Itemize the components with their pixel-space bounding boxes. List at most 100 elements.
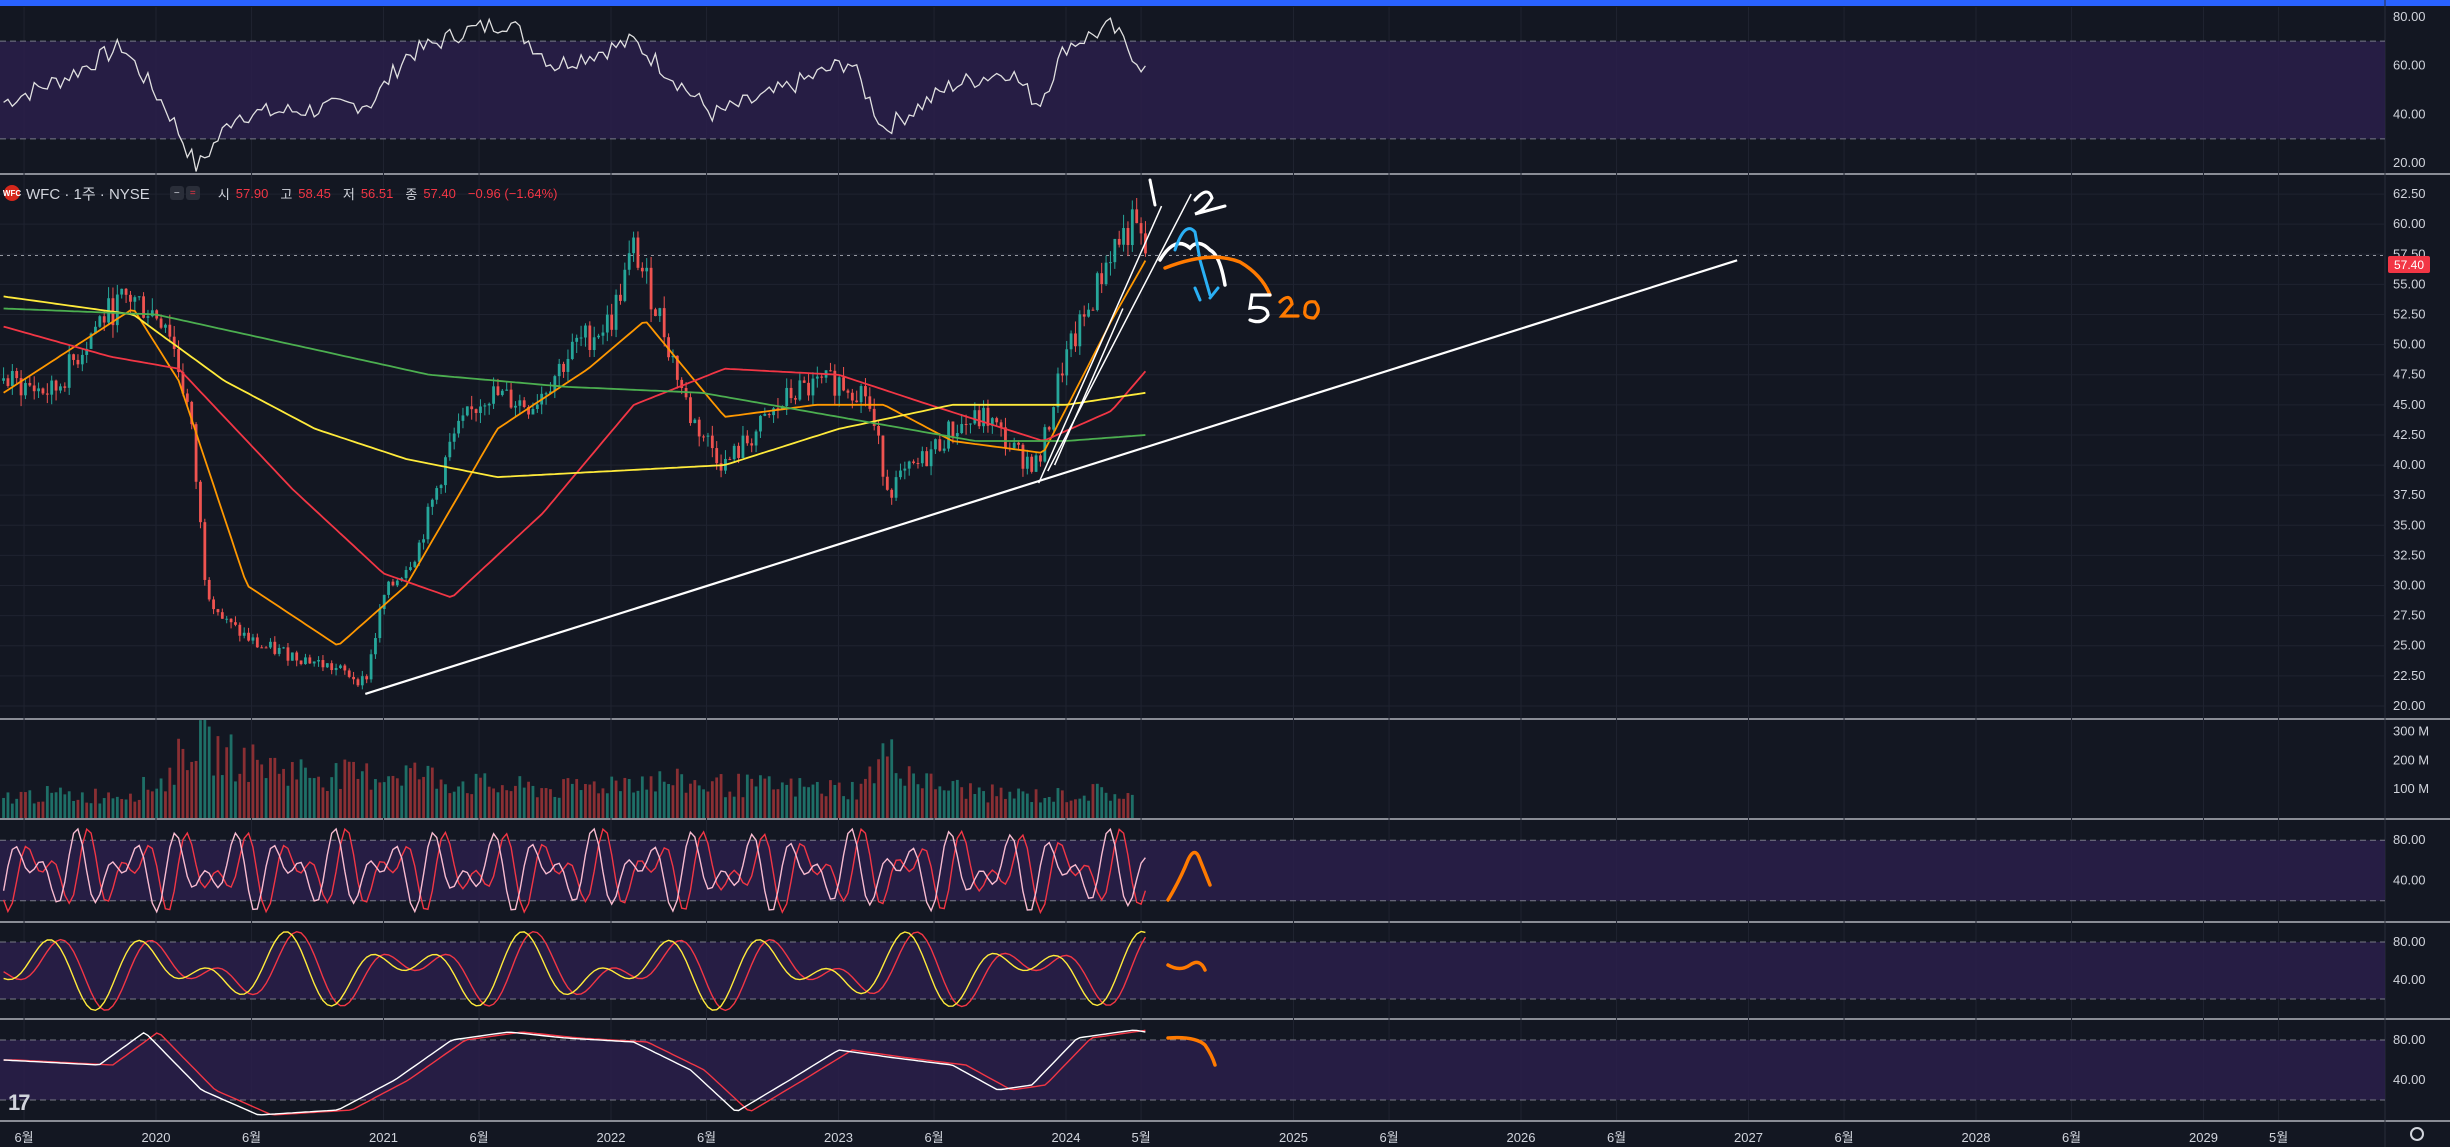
volume-bar [496,792,500,818]
x-axis-label: 5월 [1131,1130,1150,1145]
x-axis-label: 6월 [1379,1130,1398,1145]
candle-body [969,423,972,425]
rsi-tick-label: 40.00 [2393,106,2426,121]
candle-body [150,310,154,317]
tradingview-logo[interactable]: 17 [8,1090,31,1115]
candle-body [964,424,968,426]
candle-body [369,654,373,680]
x-axis-label: 2023 [824,1130,853,1145]
volume-bar [894,773,898,818]
candle-body [741,435,745,458]
volume-bar [120,798,124,818]
candle-body [675,355,679,380]
candle-body [982,407,985,427]
volume-bar [2,797,5,818]
chart-settings-icon[interactable] [2410,1127,2424,1141]
price-tick-label: 25.00 [2393,638,2426,653]
volume-bar [24,792,27,818]
candle-body [457,420,460,434]
candle-body [334,667,338,671]
volume-bar [1021,791,1025,818]
candle-body [632,237,635,254]
volume-bar [369,789,373,818]
volume-bar [290,762,294,818]
volume-bar [352,761,355,818]
candle-body [1052,407,1055,430]
volume-bar [172,784,176,818]
candle-body [177,348,180,373]
volume-bar [588,784,592,818]
volume-bar [955,779,959,818]
candle-body [24,382,27,396]
volume-bar [1087,800,1090,818]
rsi-tick-label: 20.00 [2393,155,2426,170]
settings-button[interactable]: = [185,186,200,200]
volume-bar [864,778,867,818]
candle-body [815,376,819,379]
candle-body [1017,442,1020,445]
candle-body [312,661,316,664]
volume-bar [28,790,32,818]
osc-band [0,840,2385,901]
volume-bar [977,787,981,818]
volume-bar [435,788,439,818]
hand-curve-orange [1163,255,1272,297]
candle-body [798,380,802,400]
high-value: 58.45 [298,185,331,201]
volume-bar [820,793,824,818]
candle-body [689,397,692,424]
x-axis-label: 6월 [469,1130,488,1145]
candle-body [811,378,815,396]
volume-tick-label: 100 M [2393,781,2429,796]
candle-body [260,647,264,649]
osc-d-line [3,1029,1146,1116]
candle-body [610,314,614,330]
volume-bar [719,774,723,818]
volume-bar [479,777,482,818]
candle-body [759,415,762,432]
hand-number-1 [1148,178,1157,207]
volume-bar [802,786,806,818]
symbol-title[interactable]: WFC · 1주 · NYSE [26,185,150,203]
osc-tick-label: 40.00 [2393,972,2426,987]
low-label: 저 [342,186,355,202]
volume-bar [107,792,110,818]
candle-body [474,409,478,413]
low-value: 56.51 [360,185,394,201]
candle-body [627,253,631,270]
volume-bar [986,802,990,818]
volume-bar [899,778,902,818]
volume-bar [724,797,727,818]
top-accent-bar [0,0,2450,6]
candle-body [894,477,898,498]
volume-bar [177,738,180,818]
candle-body [308,657,312,664]
volume-bar [829,780,832,818]
volume-bar [417,779,421,818]
candle-body [94,326,97,334]
volume-bar [990,784,994,818]
candle-body [509,389,513,408]
volume-bar [741,797,745,818]
volume-bar [1122,798,1125,818]
hand-number-2 [1193,190,1227,216]
open-label: 시 [217,186,230,202]
volume-bar [715,777,719,818]
price-tick-label: 27.50 [2393,608,2426,623]
volume-bar [330,777,334,818]
candle-body [955,433,959,437]
candle-body [531,408,535,415]
candle-body [185,393,189,402]
candle-body [426,506,430,540]
hide-button[interactable]: − [169,186,184,200]
volume-bar [72,800,75,818]
candle-body [115,294,119,326]
volume-bar [32,803,36,818]
volume-bar [509,791,513,818]
candle-body [129,294,132,302]
volume-bar [794,796,797,818]
volume-bar [295,779,299,818]
volume-bar [850,781,854,818]
volume-bar [1060,790,1064,818]
